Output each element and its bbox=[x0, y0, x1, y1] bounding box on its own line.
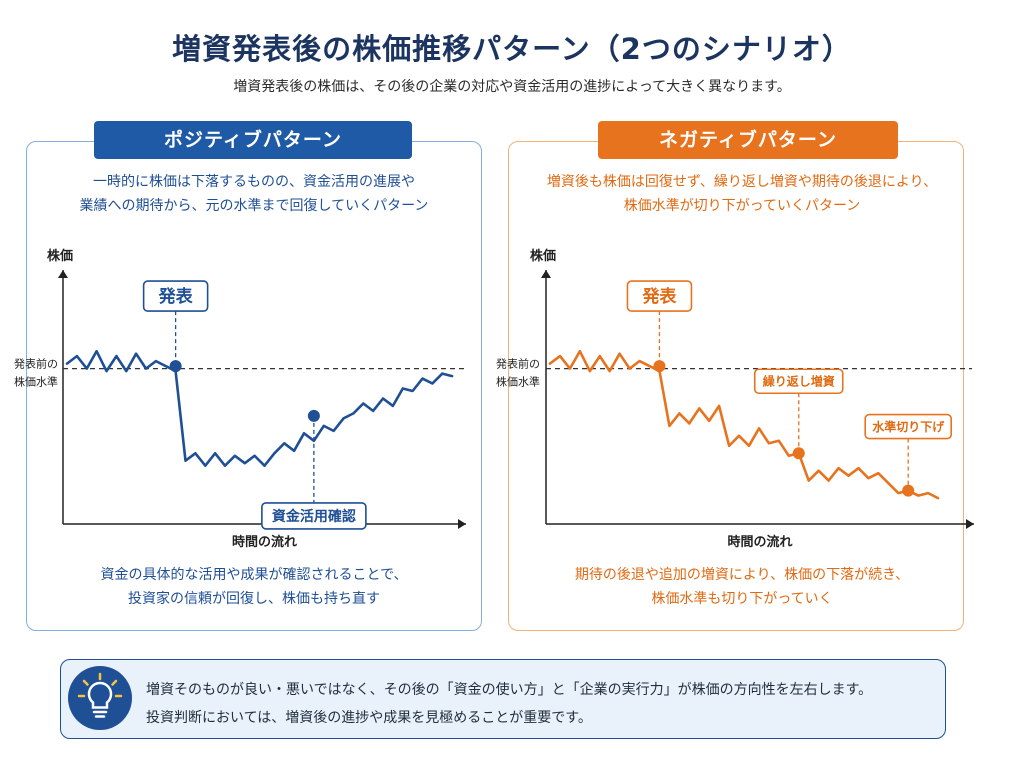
negative-annotation-label: 繰り返し増資 bbox=[763, 374, 835, 389]
negative-series-line bbox=[548, 349, 940, 500]
positive-annotation-label: 資金活用確認 bbox=[272, 508, 356, 525]
negative-y-axis-arrow bbox=[541, 270, 551, 278]
negative-tab: ネガティブパターン bbox=[598, 121, 898, 159]
positive-summary: 資金の具体的な活用や成果が確認されることで、 投資家の信頼が回復し、株価も持ち直… bbox=[40, 563, 468, 611]
negative-annotation-box bbox=[626, 280, 693, 312]
positive-reference-label-1: 発表前の bbox=[14, 357, 58, 371]
negative-summary-line1: 期待の後退や追加の増資により、株価の下落が続き、 bbox=[574, 567, 910, 583]
tip-box bbox=[60, 659, 946, 739]
page-subtitle: 増資発表後の株価は、その後の企業の対応や資金活用の進捗によって大きく異なります。 bbox=[233, 79, 791, 95]
positive-y-axis-arrow bbox=[58, 270, 68, 278]
positive-annotation-point bbox=[169, 360, 182, 373]
negative-reference-label-1: 発表前の bbox=[496, 357, 540, 371]
negative-description: 増資後も株価は回復せず、繰り返し増資や期待の後退により、 株価水準が切り下がって… bbox=[512, 170, 972, 218]
lightbulb-icon bbox=[68, 666, 132, 730]
negative-reference-label-2: 株価水準 bbox=[496, 375, 540, 389]
positive-ylabel: 株価 bbox=[47, 248, 73, 264]
negative-summary: 期待の後退や追加の増資により、株価の下落が続き、 株価水準も切り下がっていく bbox=[512, 563, 972, 611]
positive-desc-line1: 一時的に株価は下落するものの、資金活用の進展や bbox=[93, 174, 415, 190]
positive-annotation-point bbox=[307, 409, 320, 422]
negative-annotation-label: 水準切り下げ bbox=[872, 419, 945, 434]
positive-annotation-box bbox=[261, 502, 367, 530]
positive-panel bbox=[26, 141, 482, 631]
positive-annotation-box bbox=[142, 280, 209, 312]
positive-series-line bbox=[65, 349, 454, 467]
positive-reference-label-2: 株価水準 bbox=[14, 375, 58, 389]
positive-summary-line1: 資金の具体的な活用や成果が確認されることで、 bbox=[100, 567, 408, 583]
positive-xlabel: 時間の流れ bbox=[232, 534, 297, 550]
negative-desc-line1: 増資後も株価は回復せず、繰り返し増資や期待の後退により、 bbox=[546, 174, 938, 190]
negative-annotation-box bbox=[864, 413, 953, 440]
positive-summary-line2: 投資家の信頼が回復し、株価も持ち直す bbox=[128, 591, 380, 607]
page-title: 増資発表後の株価推移パターン（2つのシナリオ） bbox=[172, 32, 852, 66]
negative-x-axis-arrow bbox=[966, 519, 974, 529]
negative-ylabel: 株価 bbox=[530, 248, 556, 264]
negative-summary-line2: 株価水準も切り下がっていく bbox=[651, 591, 833, 607]
negative-annotation-box bbox=[753, 368, 844, 395]
positive-annotation-label: 発表 bbox=[158, 286, 194, 307]
positive-tab: ポジティブパターン bbox=[94, 121, 412, 159]
negative-desc-line2: 株価水準が切り下がっていくパターン bbox=[623, 198, 861, 214]
positive-desc-line2: 業績への期待から、元の水準まで回復していくパターン bbox=[79, 198, 429, 214]
negative-annotation-point bbox=[653, 360, 666, 373]
positive-description: 一時的に株価は下落するものの、資金活用の進展や 業績への期待から、元の水準まで回… bbox=[40, 170, 468, 218]
negative-annotation-point bbox=[792, 447, 805, 460]
negative-annotation-point bbox=[902, 484, 915, 497]
positive-x-axis-arrow bbox=[458, 519, 466, 529]
tip-line1: 増資そのものが良い・悪いではなく、その後の「資金の使い方」と「企業の実行力」が株… bbox=[146, 682, 873, 698]
tip-line2: 投資判断においては、増資後の進捗や成果を見極めることが重要です。 bbox=[146, 710, 592, 726]
negative-panel bbox=[508, 141, 964, 631]
negative-annotation-label: 発表 bbox=[641, 286, 677, 307]
negative-xlabel: 時間の流れ bbox=[727, 534, 792, 550]
